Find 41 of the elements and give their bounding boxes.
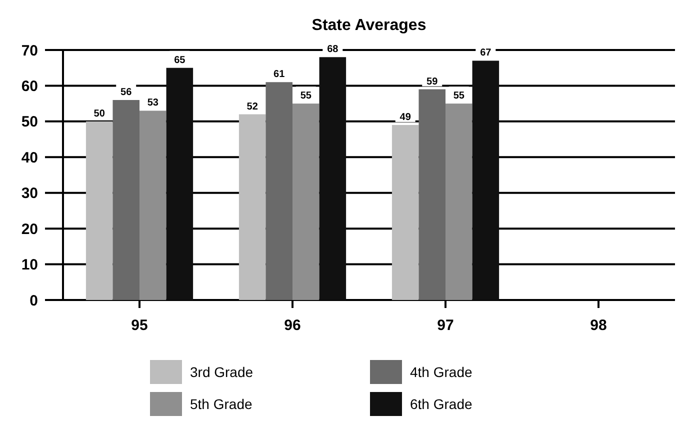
y-tick-label: 20 <box>21 220 38 238</box>
data-label: 53 <box>147 98 159 109</box>
data-label: 68 <box>327 44 339 56</box>
data-label: 55 <box>453 90 465 102</box>
bar <box>292 104 320 300</box>
data-label: 65 <box>174 54 186 66</box>
data-label: 67 <box>480 48 492 59</box>
data-label: 52 <box>246 101 258 112</box>
bar <box>266 82 292 300</box>
bar <box>112 100 140 300</box>
data-label: 49 <box>400 112 412 123</box>
data-label: 56 <box>120 87 132 98</box>
bar <box>446 104 472 300</box>
legend-label: 4th Grade <box>410 364 472 380</box>
x-tick-label: 97 <box>437 317 454 334</box>
data-label: 55 <box>300 90 312 102</box>
legend-label: 3rd Grade <box>190 364 254 380</box>
bar <box>392 125 419 300</box>
y-tick-label: 30 <box>21 185 38 202</box>
bar <box>319 57 346 300</box>
bar <box>418 89 446 300</box>
x-tick-label: 98 <box>590 317 607 334</box>
data-label: 59 <box>426 76 438 88</box>
chart-title: State Averages <box>312 17 426 34</box>
y-tick-label: 60 <box>21 78 38 95</box>
y-tick-label: 10 <box>21 256 38 274</box>
y-tick-label: 40 <box>21 149 38 166</box>
x-tick-label: 96 <box>284 317 301 334</box>
y-tick-label: 0 <box>30 292 38 310</box>
bar <box>472 60 500 300</box>
bar <box>86 121 113 300</box>
legend-label: 5th Grade <box>190 396 252 412</box>
data-label: 50 <box>94 108 106 120</box>
data-label: 61 <box>274 69 286 80</box>
y-tick-label: 50 <box>21 114 38 131</box>
bar <box>238 114 266 300</box>
bar <box>140 110 166 300</box>
legend-label: 6th Grade <box>410 396 472 412</box>
x-tick-label: 95 <box>131 317 148 334</box>
bar <box>166 68 194 300</box>
y-tick-label: 70 <box>21 42 38 60</box>
